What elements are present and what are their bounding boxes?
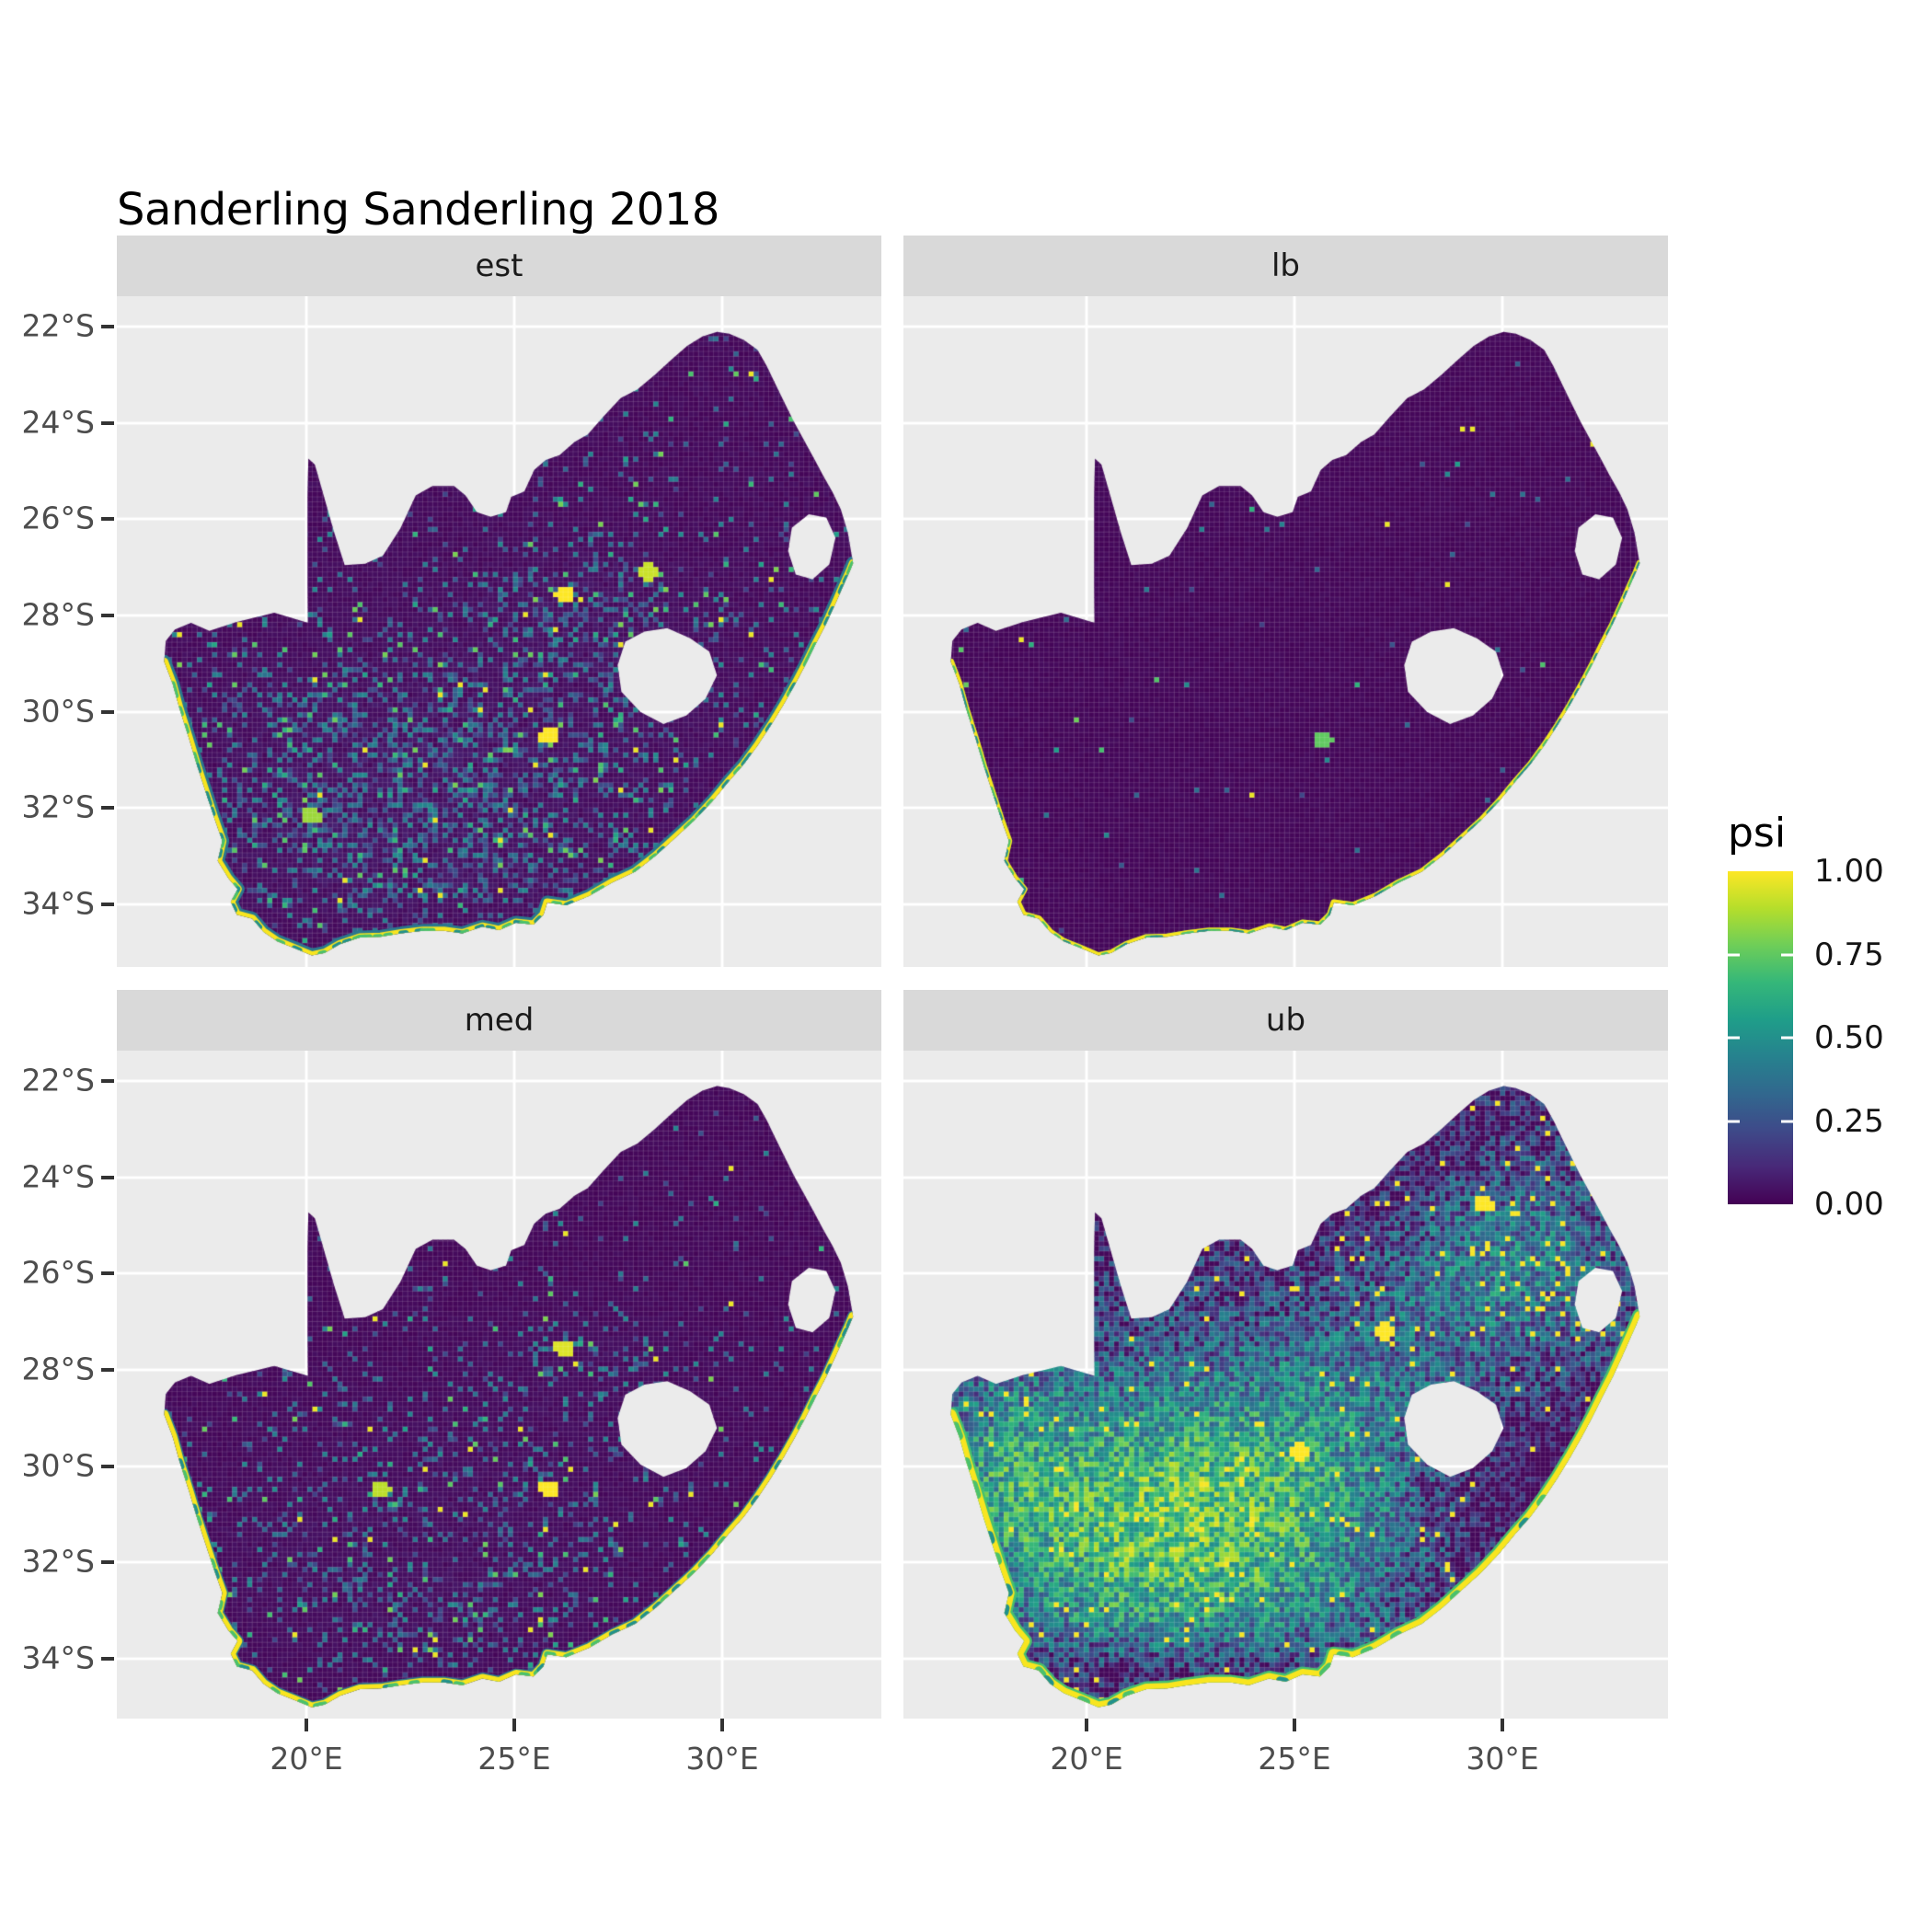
x-axis-tick-mark bbox=[305, 1719, 308, 1731]
legend-tick-mark bbox=[1728, 1120, 1740, 1122]
facet-strip-ub: ub bbox=[903, 990, 1668, 1051]
facet-strip-lb: lb bbox=[903, 236, 1668, 296]
map-panel-lb bbox=[903, 296, 1668, 967]
x-axis-tick-mark bbox=[1293, 1719, 1296, 1731]
x-axis-tick-mark bbox=[1085, 1719, 1088, 1731]
map-canvas-lb bbox=[903, 296, 1668, 967]
y-axis-tick-label: 34°S bbox=[21, 1639, 95, 1676]
legend-title: psi bbox=[1728, 810, 1787, 857]
legend-tick-label: 0.50 bbox=[1814, 1019, 1884, 1056]
x-axis-tick-mark bbox=[1501, 1719, 1504, 1731]
y-axis-tick-label: 26°S bbox=[21, 1254, 95, 1291]
y-axis-tick-label: 32°S bbox=[21, 1543, 95, 1580]
y-axis-tick-label: 34°S bbox=[21, 885, 95, 922]
map-panel-ub bbox=[903, 1051, 1668, 1719]
map-canvas-med bbox=[117, 1051, 881, 1719]
y-axis-tick-label: 30°S bbox=[21, 693, 95, 730]
facet-strip-med: med bbox=[117, 990, 881, 1051]
legend-tick-mark bbox=[1728, 1036, 1740, 1040]
y-axis-tick-mark bbox=[101, 325, 114, 328]
plot-title: Sanderling Sanderling 2018 bbox=[117, 184, 719, 236]
x-axis-tick-mark bbox=[720, 1719, 724, 1731]
y-axis-tick-label: 22°S bbox=[21, 1062, 95, 1098]
y-axis-tick-label: 24°S bbox=[21, 404, 95, 441]
y-axis-tick-mark bbox=[101, 1176, 114, 1179]
facet-strip-label-med: med bbox=[464, 1002, 535, 1039]
y-axis-tick-label: 30°S bbox=[21, 1447, 95, 1484]
legend-tick-mark bbox=[1781, 953, 1793, 956]
y-axis-tick-label: 28°S bbox=[21, 596, 95, 633]
legend-tick-mark bbox=[1781, 1036, 1793, 1040]
map-panel-med bbox=[117, 1051, 881, 1719]
map-canvas-ub bbox=[903, 1051, 1668, 1719]
x-axis-tick-label: 30°E bbox=[685, 1741, 759, 1777]
x-axis-tick-label: 25°E bbox=[477, 1741, 551, 1777]
y-axis-tick-mark bbox=[101, 1465, 114, 1468]
y-axis-tick-mark bbox=[101, 1271, 114, 1275]
y-axis-tick-mark bbox=[101, 903, 114, 906]
y-axis-tick-mark bbox=[101, 517, 114, 521]
facet-strip-label-lb: lb bbox=[1271, 247, 1301, 284]
x-axis-tick-label: 25°E bbox=[1258, 1741, 1331, 1777]
y-axis-tick-mark bbox=[101, 1079, 114, 1083]
legend-tick-label: 0.25 bbox=[1814, 1102, 1884, 1140]
map-panel-est bbox=[117, 296, 881, 967]
map-canvas-est bbox=[117, 296, 881, 967]
y-axis-tick-mark bbox=[101, 806, 114, 810]
x-axis-tick-label: 30°E bbox=[1466, 1741, 1539, 1777]
facet-strip-est: est bbox=[117, 236, 881, 296]
x-axis-tick-label: 20°E bbox=[1050, 1741, 1123, 1777]
y-axis-tick-mark bbox=[101, 1657, 114, 1661]
facet-strip-label-est: est bbox=[475, 247, 523, 284]
x-axis-tick-mark bbox=[512, 1719, 516, 1731]
y-axis-tick-label: 32°S bbox=[21, 788, 95, 825]
legend-tick-label: 1.00 bbox=[1814, 853, 1884, 890]
legend-tick-mark bbox=[1728, 953, 1740, 956]
x-axis-tick-label: 20°E bbox=[270, 1741, 343, 1777]
y-axis-tick-mark bbox=[101, 421, 114, 425]
y-axis-tick-label: 28°S bbox=[21, 1351, 95, 1387]
facet-strip-label-ub: ub bbox=[1265, 1002, 1306, 1039]
y-axis-tick-mark bbox=[101, 614, 114, 617]
y-axis-tick-label: 24°S bbox=[21, 1158, 95, 1195]
y-axis-tick-label: 22°S bbox=[21, 307, 95, 344]
y-axis-tick-mark bbox=[101, 1368, 114, 1372]
legend-tick-label: 0.75 bbox=[1814, 936, 1884, 973]
y-axis-tick-mark bbox=[101, 710, 114, 714]
y-axis-tick-label: 26°S bbox=[21, 500, 95, 536]
legend-tick-mark bbox=[1781, 1120, 1793, 1122]
y-axis-tick-mark bbox=[101, 1560, 114, 1564]
legend-tick-label: 0.00 bbox=[1814, 1186, 1884, 1223]
